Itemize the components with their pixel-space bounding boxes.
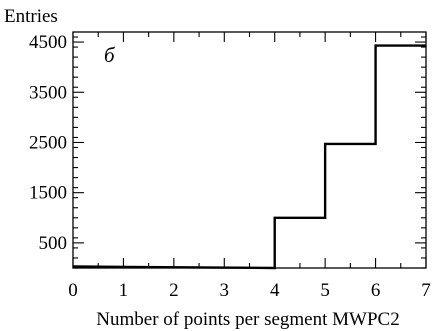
x-tick-label: 1 <box>119 280 129 301</box>
x-tick-label: 4 <box>270 280 280 301</box>
y-tick-label: 3500 <box>29 82 67 103</box>
x-tick-label: 0 <box>68 280 78 301</box>
x-tick-label: 2 <box>169 280 179 301</box>
y-tick-label: 2500 <box>29 132 67 153</box>
x-axis-label: Number of points per segment MWPC2 <box>96 309 399 330</box>
axis-ticks <box>72 32 427 269</box>
y-tick-label: 500 <box>39 233 68 254</box>
y-tick-label: 4500 <box>29 32 67 53</box>
y-axis-label: Entries <box>4 6 58 27</box>
x-tick-label: 5 <box>320 280 330 301</box>
y-tick-label: 1500 <box>29 183 67 204</box>
x-tick-label: 3 <box>220 280 230 301</box>
plot-frame <box>72 31 427 269</box>
panel-label: б <box>104 43 116 67</box>
x-tick-labels: 0 1 2 3 4 5 6 7 <box>68 280 431 301</box>
histogram-step-line <box>72 44 426 270</box>
x-tick-label: 7 <box>421 280 431 301</box>
y-tick-labels: 500 1500 2500 3500 4500 <box>29 32 67 254</box>
x-tick-label: 6 <box>371 280 381 301</box>
